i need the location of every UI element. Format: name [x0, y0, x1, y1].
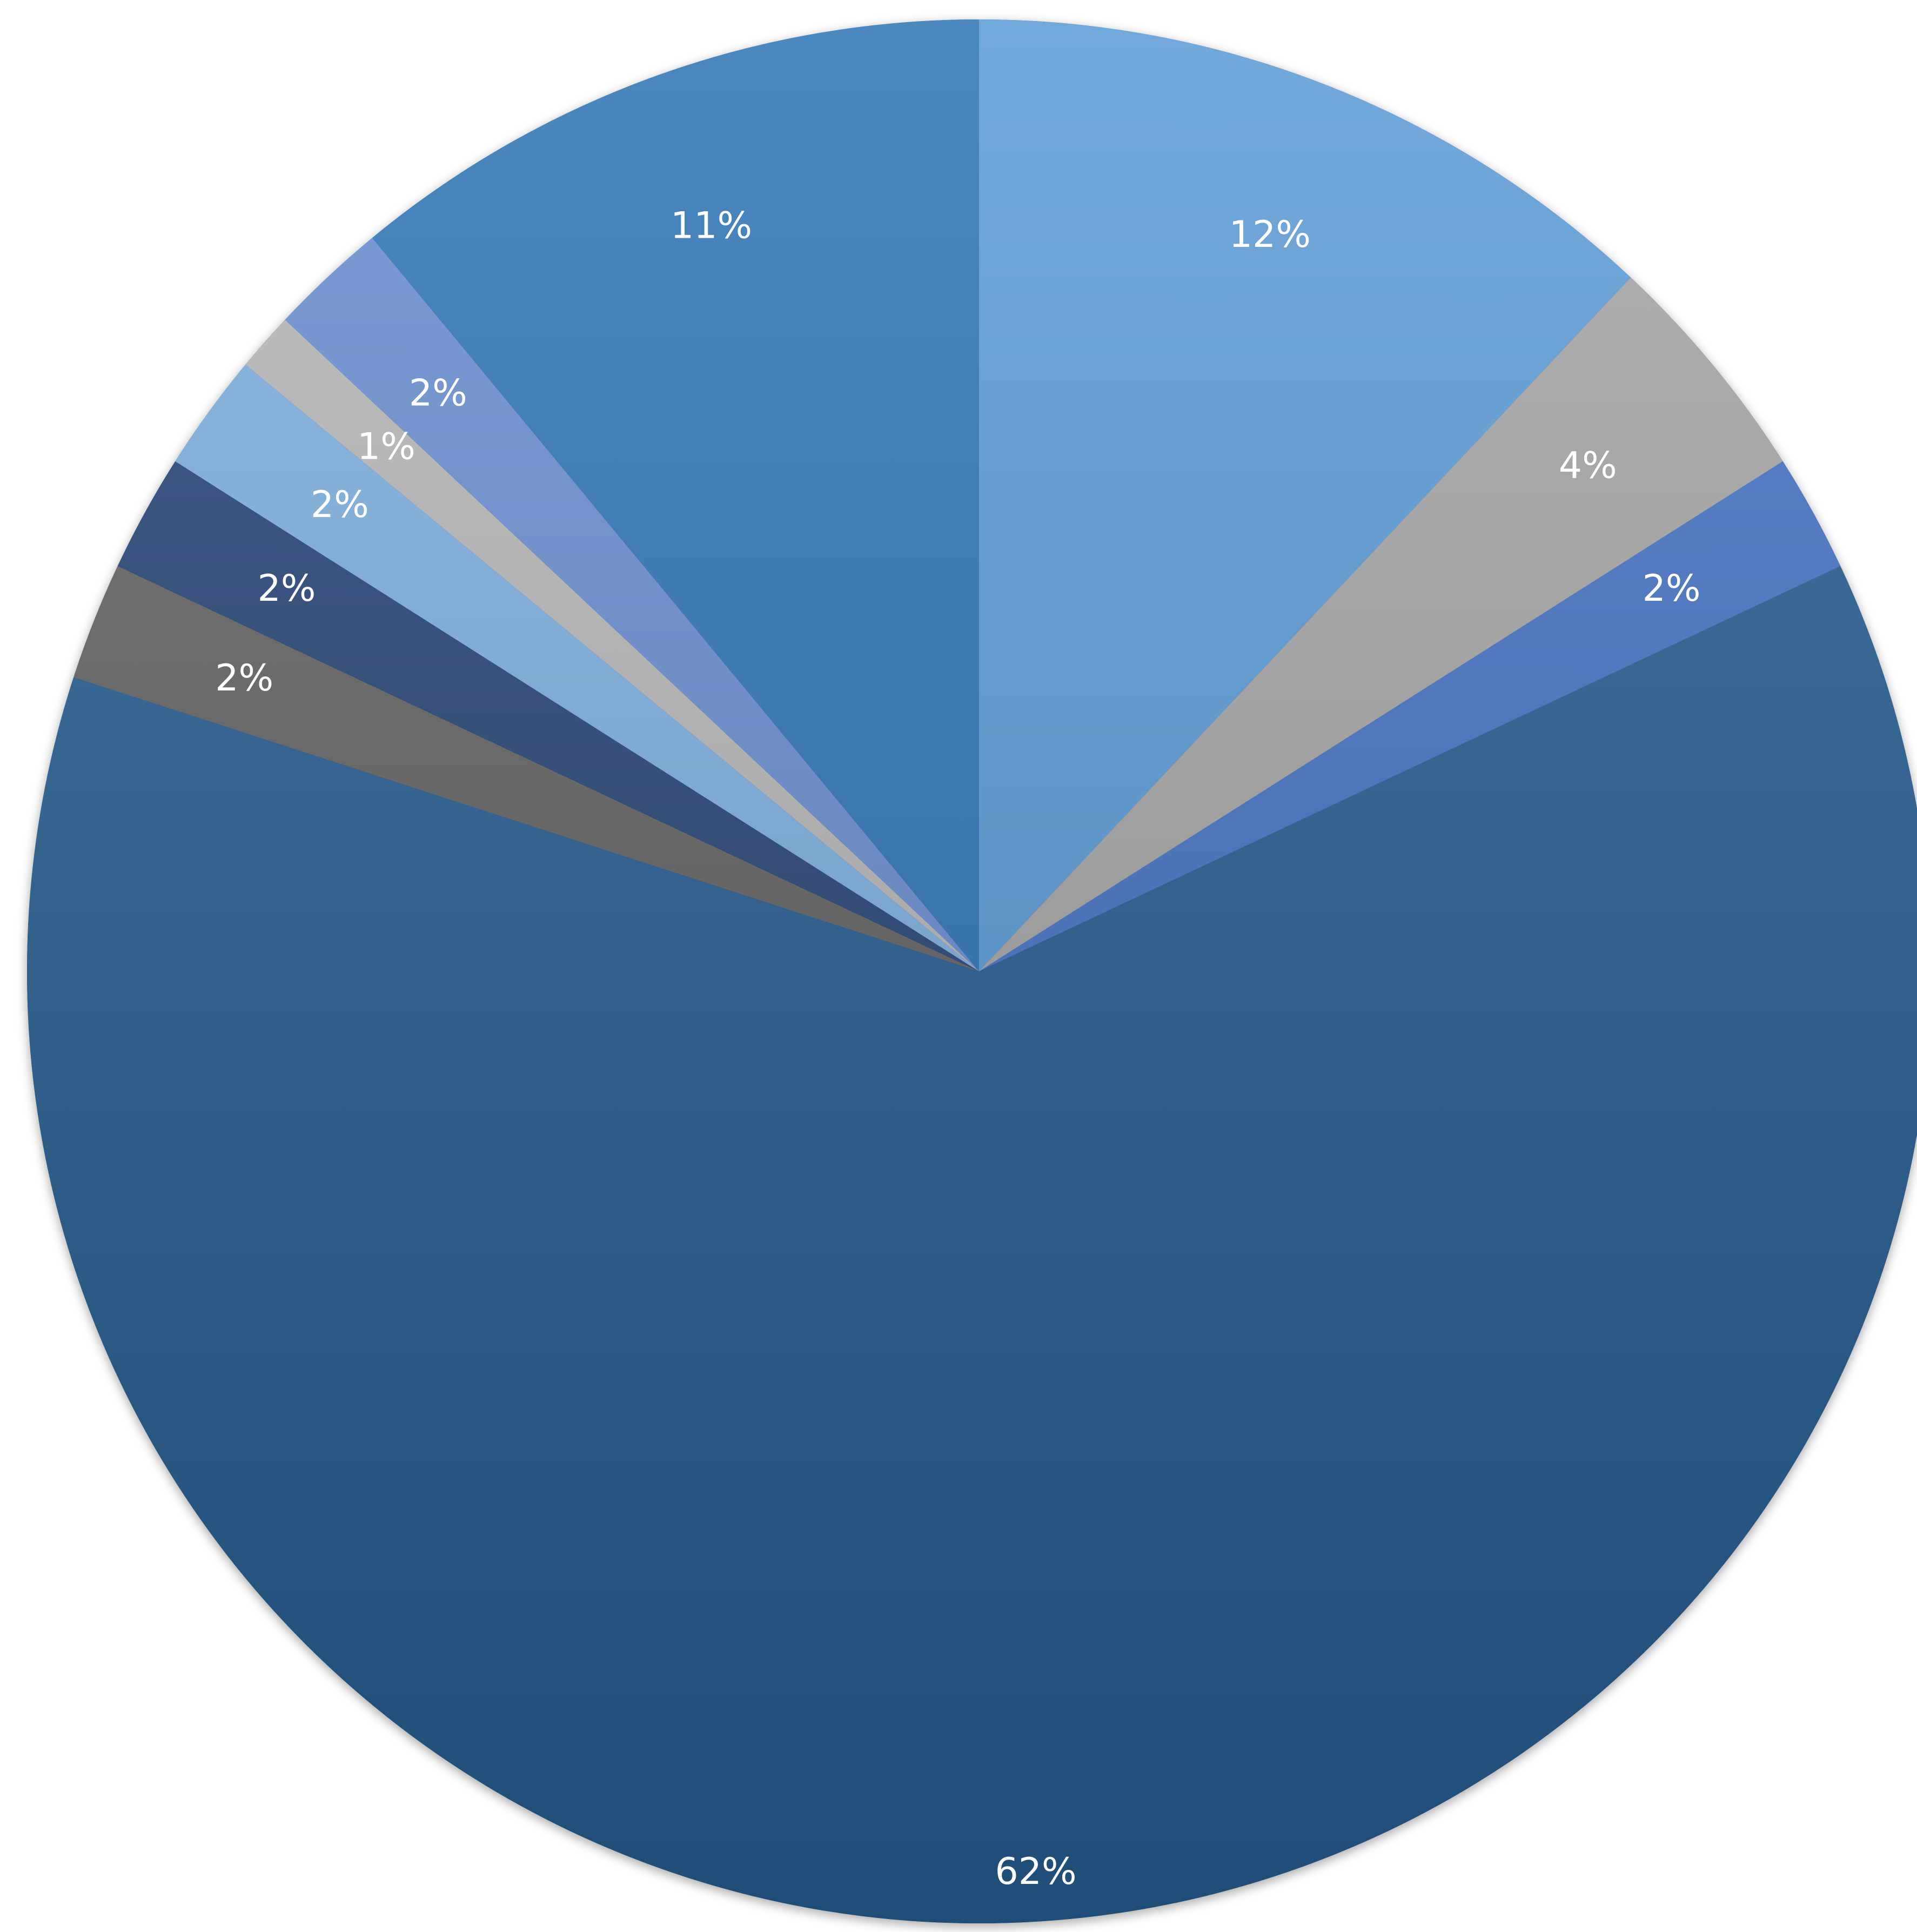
slice-data-label-5: 2% [215, 657, 273, 700]
pie-slice-6 [117, 461, 980, 971]
pie-slice-2 [979, 277, 1783, 971]
pie-slice-7 [175, 364, 979, 972]
pie-slice-9 [285, 238, 979, 971]
pie-slice-3 [979, 461, 1841, 971]
slice-data-label-4: 62% [995, 1850, 1077, 1893]
slice-data-label-2: 4% [1559, 444, 1617, 487]
pie-slice-5 [73, 566, 980, 971]
slice-data-label-3: 2% [1643, 567, 1701, 610]
pie-slice-8 [245, 319, 979, 971]
slice-data-label-6: 2% [257, 567, 316, 610]
slice-data-label-9: 2% [409, 372, 467, 414]
slice-data-label-10: 11% [671, 205, 752, 247]
slice-data-label-8: 1% [357, 425, 415, 468]
pie-slice-10 [372, 19, 980, 971]
slice-data-label-1: 12% [1229, 213, 1311, 256]
slices-layer [27, 19, 1917, 1923]
pie-slice-1 [979, 19, 1631, 971]
slice-data-label-7: 2% [311, 484, 369, 526]
data-labels-layer: 12% 4% 2% 62% 2% 2% 2% 1% 2% 11% [215, 205, 1700, 1894]
pie-slice-4 [27, 566, 1917, 1923]
